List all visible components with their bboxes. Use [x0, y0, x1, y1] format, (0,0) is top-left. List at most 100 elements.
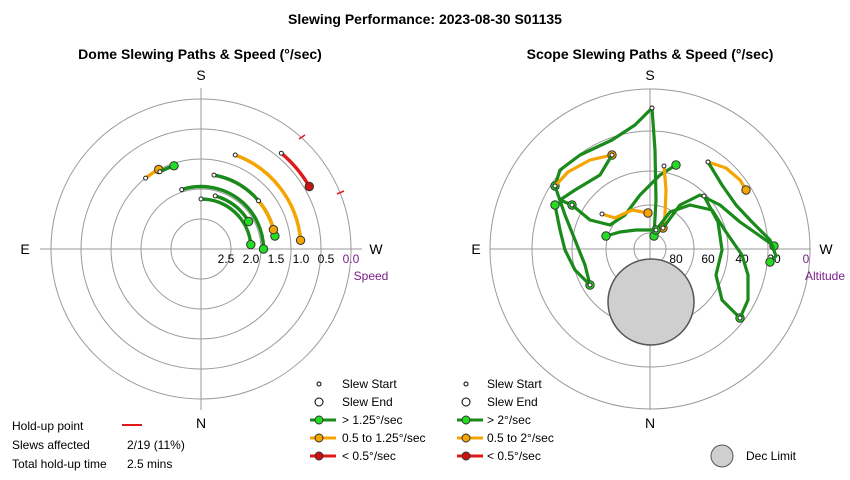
- scope-slew-path: [600, 208, 650, 220]
- legend-fast-marker: [314, 415, 324, 425]
- dome-tick-label: 0.0: [343, 252, 360, 266]
- scope-slew-start-marker: [660, 225, 666, 231]
- dome-slew-end-marker: [169, 161, 179, 171]
- scope-cardinal-w: W: [819, 241, 833, 257]
- dome-axis-label: Speed: [354, 269, 389, 283]
- scope-legend-fast-label: > 2°/sec: [487, 413, 531, 427]
- dome-slew-end-marker: [243, 216, 254, 227]
- dome-slew-end-marker: [268, 224, 279, 235]
- dome-slew-end-marker: [246, 239, 256, 250]
- scope-slew-start-marker: [701, 193, 707, 199]
- scope-legend-slow-marker: [461, 451, 471, 461]
- scope-slew-start-marker: [661, 163, 667, 169]
- scope-tick-label: 0: [803, 252, 810, 266]
- scope-slew-path: [553, 203, 592, 287]
- page-title: Slewing Performance: 2023-08-30 S01135: [288, 11, 562, 27]
- scope-slew-paths: [550, 105, 779, 323]
- dome-slew-start-marker: [198, 196, 204, 202]
- dome-slew-end-marker: [304, 181, 314, 192]
- scope-legend-end-label: Slew End: [487, 395, 538, 409]
- scope-legend-mid-marker: [461, 433, 471, 443]
- dome-tick-label: 0.5: [318, 252, 335, 266]
- dome-tick-label: 1.5: [268, 252, 285, 266]
- scope-slew-path: [553, 106, 654, 188]
- dec-limit-legend-label: Dec Limit: [746, 449, 797, 463]
- dome-cardinal-w: W: [369, 241, 383, 257]
- dome-title: Dome Slewing Paths & Speed (°/sec): [78, 46, 322, 62]
- scope-slew-start-marker: [587, 282, 593, 288]
- legend-start-label: Slew Start: [342, 377, 397, 391]
- scope-slew-path: [570, 163, 678, 227]
- dome-tick-label: 2.0: [243, 252, 260, 266]
- scope-slew-path: [604, 228, 658, 238]
- scope-slew-path: [654, 203, 750, 320]
- holdup-time-value: 2.5 mins: [127, 457, 172, 471]
- scope-slew-start-marker: [705, 159, 711, 165]
- scope-slew-start-marker: [552, 183, 558, 189]
- holdup-summary: Hold-up point Slews affected 2/19 (11%) …: [12, 419, 185, 471]
- scope-slew-start-marker: [737, 315, 743, 321]
- dome-slew-start-marker: [256, 198, 261, 204]
- slews-affected-label: Slews affected: [12, 438, 90, 452]
- scope-slew-path: [661, 193, 776, 248]
- scope-legend-mid-label: 0.5 to 2°/sec: [487, 431, 554, 445]
- scope-slew-path: [553, 153, 614, 188]
- legend-slow-marker: [314, 451, 324, 461]
- scope-panel: Scope Slewing Paths & Speed (°/sec) S N …: [471, 46, 845, 431]
- dome-slew-start-marker: [157, 169, 163, 175]
- scope-slew-path: [706, 160, 778, 264]
- scope-slew-end-marker: [643, 208, 653, 218]
- dec-limit-disc: [607, 258, 695, 346]
- dome-slew-start-marker: [212, 193, 218, 199]
- scope-tick-label: 60: [701, 252, 715, 266]
- scope-slew-path: [553, 184, 592, 287]
- scope-cardinal-n: N: [645, 415, 655, 431]
- dome-slew-path: [256, 199, 276, 232]
- legend-mid-marker: [314, 433, 324, 443]
- scope-slew-start-marker: [569, 202, 575, 208]
- scope-axis-label: Altitude: [805, 269, 845, 283]
- dome-slew-start-marker: [232, 152, 238, 158]
- legend-end-marker: [314, 397, 324, 407]
- scope-title: Scope Slewing Paths & Speed (°/sec): [527, 46, 774, 62]
- legend-end-label: Slew End: [342, 395, 393, 409]
- scope-legend-fast-marker: [461, 415, 471, 425]
- dome-tick-label: 1.0: [293, 252, 310, 266]
- scope-legend-start-marker: [463, 381, 469, 387]
- dome-tick-label: 2.5: [218, 252, 235, 266]
- scope-slew-end-marker: [765, 257, 775, 267]
- scope-tick-label: 80: [669, 252, 683, 266]
- holdup-label: Hold-up point: [12, 419, 84, 433]
- scope-slew-path: [706, 160, 748, 192]
- legend-mid-label: 0.5 to 1.25°/sec: [342, 431, 426, 445]
- scope-legend: Slew Start Slew End > 2°/sec 0.5 to 2°/s…: [457, 377, 797, 468]
- dome-slew-paths: [143, 150, 314, 254]
- holdup-time-label: Total hold-up time: [12, 457, 107, 471]
- dome-legend: Slew Start Slew End > 1.25°/sec 0.5 to 1…: [310, 377, 426, 463]
- dome-slew-start-marker: [278, 150, 284, 156]
- legend-fast-label: > 1.25°/sec: [342, 413, 403, 427]
- dome-cardinal-s: S: [196, 67, 205, 83]
- holdup-mark-2: [336, 190, 345, 195]
- scope-cardinal-e: E: [471, 241, 480, 257]
- dome-cardinal-n: N: [196, 415, 206, 431]
- dome-slew-start-marker: [143, 175, 149, 181]
- dome-slew-end-marker: [295, 235, 306, 246]
- scope-slew-path: [558, 153, 614, 207]
- dome-slew-end-marker: [258, 244, 269, 254]
- dome-grid: [40, 88, 362, 410]
- scope-legend-slow-label: < 0.5°/sec: [487, 449, 541, 463]
- scope-slew-start-marker: [649, 105, 655, 111]
- legend-start-marker: [316, 381, 322, 387]
- scope-legend-start-label: Slew Start: [487, 377, 542, 391]
- scope-slew-end-marker: [671, 160, 681, 170]
- scope-slew-path: [650, 106, 658, 238]
- scope-legend-end-marker: [461, 397, 471, 407]
- dome-slew-path: [199, 197, 253, 247]
- scope-slew-start-marker: [599, 211, 605, 217]
- scope-slew-end-marker: [550, 200, 560, 210]
- dome-tick-labels: 2.5 2.0 1.5 1.0 0.5 0.0: [218, 252, 360, 266]
- dec-limit-legend-marker: [710, 444, 734, 468]
- dome-slew-path: [179, 184, 266, 251]
